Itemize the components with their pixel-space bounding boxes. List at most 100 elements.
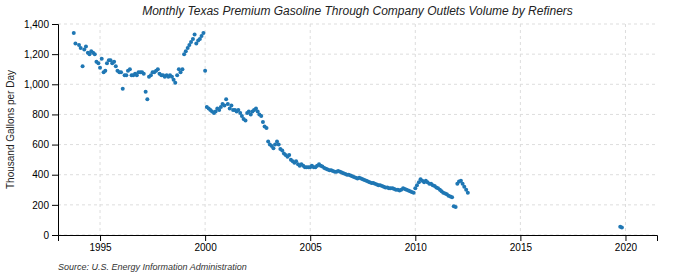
tick-label: 1,400: [24, 19, 49, 30]
point: [96, 61, 100, 65]
tick: 1,000: [24, 79, 58, 90]
grid-line-y: [58, 204, 657, 205]
tick-mark: [52, 175, 58, 176]
tick-mark: [52, 114, 58, 115]
tick-label: 1,200: [24, 49, 49, 60]
axis-line: [59, 236, 658, 242]
chart-svg: 1995 2000 2005 2010 2015 2020 0 200 400 600 800 1,0…: [0, 0, 675, 275]
point: [224, 97, 228, 101]
point: [121, 87, 125, 91]
y-axis: 0 200 400 600 800 1,000 1,200 1,400: [24, 19, 59, 241]
point: [271, 146, 275, 150]
point: [144, 90, 148, 94]
grid-line-y: [58, 144, 657, 145]
point: [84, 45, 88, 49]
point: [93, 52, 97, 56]
tick-mark: [205, 235, 206, 241]
point: [72, 31, 76, 35]
point: [243, 118, 247, 122]
point: [201, 31, 205, 35]
x-axis: 1995 2000 2005 2010 2015 2020: [59, 235, 658, 253]
tick-mark: [52, 24, 58, 25]
point: [620, 225, 624, 229]
point: [128, 67, 132, 71]
grid-line-x: [415, 24, 416, 235]
point: [450, 195, 454, 199]
point: [454, 205, 458, 209]
plot-area: 1995 2000 2005 2010 2015 2020 0 200 400 600 800 1,0…: [24, 19, 658, 253]
tick-mark: [625, 235, 626, 241]
tick-mark: [52, 84, 58, 85]
point: [277, 143, 281, 147]
grid: [58, 24, 657, 235]
point: [145, 97, 149, 101]
tick: 2010: [405, 235, 428, 253]
point: [261, 120, 265, 124]
y-axis-title: Thousand Gallons per Day: [5, 70, 16, 189]
tick: 2005: [300, 235, 323, 253]
tick-mark: [52, 54, 58, 55]
point: [98, 66, 102, 70]
tick-label: 2000: [194, 242, 217, 253]
tick: 1,200: [24, 49, 58, 60]
tick-label: 2010: [405, 242, 428, 253]
tick-mark: [100, 235, 101, 241]
grid-line-y: [58, 174, 657, 175]
tick-label: 2015: [510, 242, 533, 253]
tick: 800: [32, 109, 58, 120]
tick-label: 0: [43, 230, 49, 241]
point: [203, 69, 207, 73]
point: [124, 73, 128, 77]
tick: 400: [32, 169, 58, 180]
grid-line-x: [625, 24, 626, 235]
point: [259, 114, 263, 118]
tick-mark: [52, 145, 58, 146]
point: [193, 33, 197, 37]
point: [79, 46, 83, 50]
point: [103, 69, 107, 73]
point: [112, 60, 116, 64]
grid-line-x: [205, 24, 206, 235]
grid-line-x: [520, 24, 521, 235]
point: [100, 57, 104, 61]
tick: 600: [32, 139, 58, 150]
point: [119, 70, 123, 74]
tick-mark: [520, 235, 521, 241]
point: [73, 42, 77, 46]
point: [156, 67, 160, 71]
grid-line-x: [310, 24, 311, 235]
tick-mark: [52, 205, 58, 206]
title: Monthly Texas Premium Gasoline Through C…: [142, 4, 573, 18]
point: [180, 67, 184, 71]
tick-label: 600: [32, 139, 49, 150]
point: [142, 72, 146, 76]
tick: 1,400: [24, 19, 58, 30]
point: [191, 37, 195, 41]
tick-label: 200: [32, 200, 49, 211]
tick-mark: [52, 235, 58, 236]
source-note: Source: U.S. Energy Information Administ…: [58, 262, 247, 272]
point: [175, 73, 179, 77]
tick-mark: [310, 235, 311, 241]
tick: 1995: [89, 235, 112, 253]
tick: 0: [43, 230, 58, 241]
point: [226, 102, 230, 106]
tick-label: 2020: [615, 242, 638, 253]
point: [264, 126, 268, 130]
tick: 2000: [194, 235, 217, 253]
tick-label: 1,000: [24, 79, 49, 90]
grid-line-x: [100, 24, 101, 235]
tick-label: 400: [32, 169, 49, 180]
point: [114, 64, 118, 68]
point: [466, 191, 470, 195]
point: [287, 153, 291, 157]
grid-line-y: [58, 84, 657, 85]
tick-label: 800: [32, 109, 49, 120]
point: [81, 64, 85, 68]
grid-line-y: [58, 24, 657, 25]
tick: 2020: [615, 235, 638, 253]
tick: 200: [32, 200, 58, 211]
point: [173, 81, 177, 85]
tick-label: 1995: [89, 242, 112, 253]
grid-line-y: [58, 54, 657, 55]
